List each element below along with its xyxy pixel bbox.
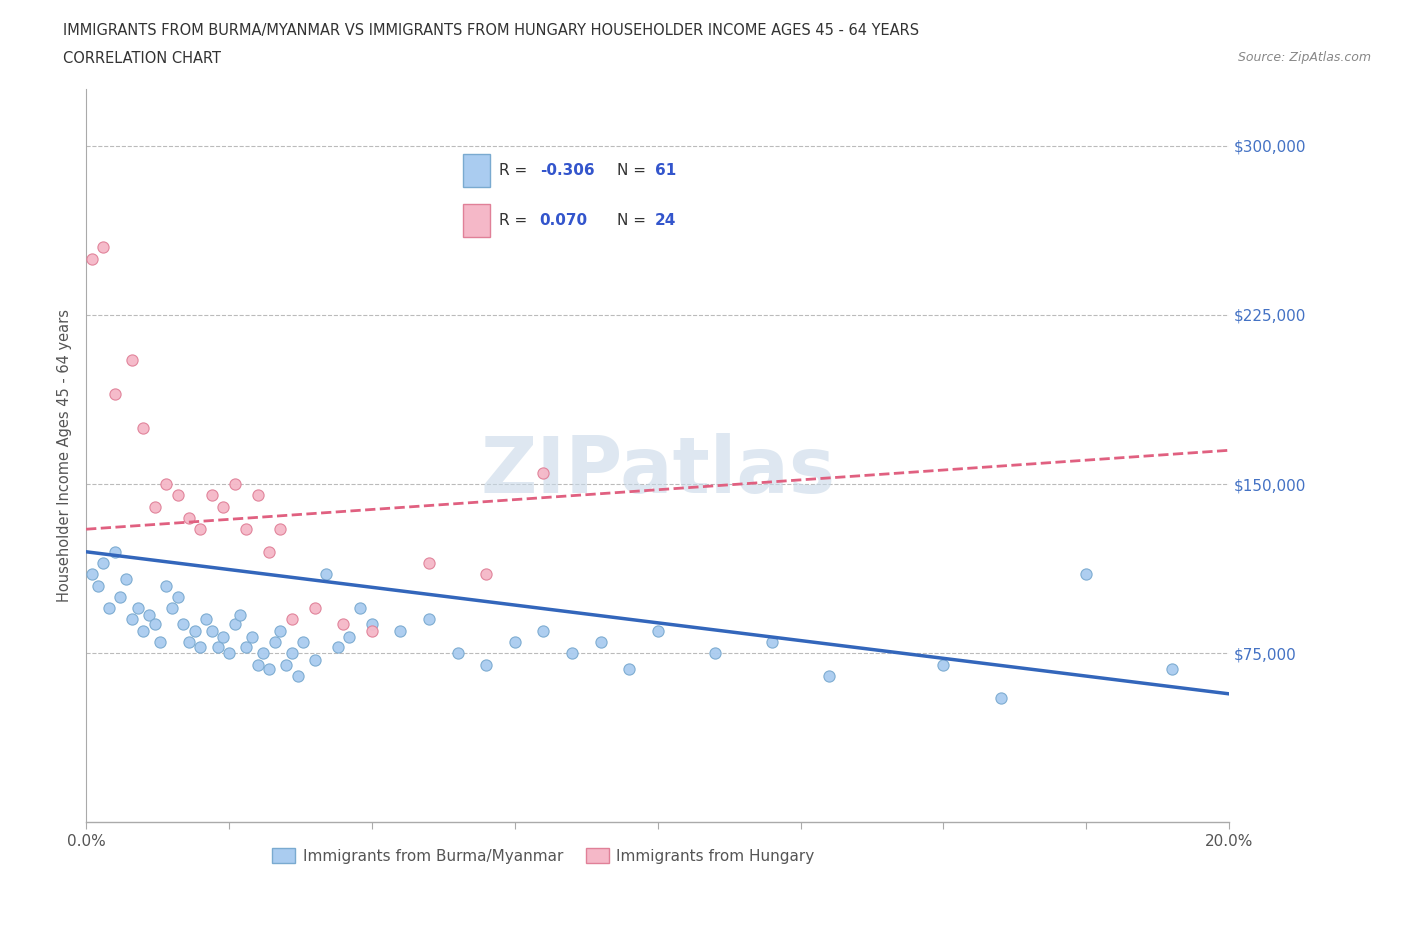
Point <box>531 623 554 638</box>
Point <box>1076 567 1098 582</box>
Y-axis label: Householder Income Ages 45 - 64 years: Householder Income Ages 45 - 64 years <box>58 310 72 603</box>
Legend: Immigrants from Burma/Myanmar, Immigrants from Hungary: Immigrants from Burma/Myanmar, Immigrant… <box>266 842 821 870</box>
Point <box>287 669 309 684</box>
Point <box>1161 661 1184 676</box>
Point <box>240 630 263 644</box>
Point <box>132 420 155 435</box>
Text: CORRELATION CHART: CORRELATION CHART <box>63 51 221 66</box>
Point <box>475 658 498 672</box>
Point <box>224 617 246 631</box>
Point <box>304 653 326 668</box>
Point <box>201 623 224 638</box>
Point <box>143 499 166 514</box>
Point <box>257 544 280 559</box>
Point <box>183 623 205 638</box>
Point <box>246 658 269 672</box>
Point <box>177 634 200 649</box>
Point <box>446 645 468 660</box>
Point <box>349 601 371 616</box>
Point <box>531 465 554 480</box>
Text: ZIPatlas: ZIPatlas <box>481 432 835 509</box>
Point <box>418 555 440 570</box>
Point <box>190 522 212 537</box>
Point <box>229 607 252 622</box>
Point <box>990 691 1012 706</box>
Point <box>91 240 114 255</box>
Point <box>418 612 440 627</box>
Point <box>218 645 240 660</box>
Point <box>121 352 143 367</box>
Point <box>190 639 212 654</box>
Text: IMMIGRANTS FROM BURMA/MYANMAR VS IMMIGRANTS FROM HUNGARY HOUSEHOLDER INCOME AGES: IMMIGRANTS FROM BURMA/MYANMAR VS IMMIGRA… <box>63 23 920 38</box>
Point <box>195 612 218 627</box>
Point <box>149 634 172 649</box>
Point <box>252 645 274 660</box>
Point <box>155 578 177 593</box>
Point <box>246 488 269 503</box>
Point <box>326 639 349 654</box>
Point <box>155 477 177 492</box>
Point <box>177 511 200 525</box>
Point <box>257 661 280 676</box>
Point <box>121 612 143 627</box>
Point <box>589 634 612 649</box>
Point <box>360 623 382 638</box>
Point <box>235 639 257 654</box>
Point <box>932 658 955 672</box>
Point <box>80 567 103 582</box>
Point <box>132 623 155 638</box>
Point <box>172 617 194 631</box>
Point <box>561 645 583 660</box>
Point <box>281 645 304 660</box>
Point <box>503 634 526 649</box>
Point <box>263 634 285 649</box>
Point <box>617 661 640 676</box>
Point <box>207 639 229 654</box>
Point <box>818 669 841 684</box>
Point <box>337 630 360 644</box>
Point <box>104 544 127 559</box>
Point <box>281 612 304 627</box>
Point <box>292 634 315 649</box>
Point <box>91 555 114 570</box>
Point <box>212 630 235 644</box>
Point <box>160 601 183 616</box>
Point <box>166 590 188 604</box>
Point <box>235 522 257 537</box>
Point <box>703 645 725 660</box>
Point <box>110 590 132 604</box>
Point <box>127 601 149 616</box>
Point <box>389 623 412 638</box>
Point <box>115 571 138 586</box>
Point <box>315 567 337 582</box>
Point <box>304 601 326 616</box>
Point <box>276 658 298 672</box>
Point <box>201 488 224 503</box>
Point <box>143 617 166 631</box>
Point <box>647 623 669 638</box>
Point <box>166 488 188 503</box>
Point <box>97 601 120 616</box>
Text: Source: ZipAtlas.com: Source: ZipAtlas.com <box>1237 51 1371 64</box>
Point <box>475 567 498 582</box>
Point <box>360 617 382 631</box>
Point <box>212 499 235 514</box>
Point <box>224 477 246 492</box>
Point <box>269 623 291 638</box>
Point <box>332 617 354 631</box>
Point <box>80 251 103 266</box>
Point <box>761 634 783 649</box>
Point <box>86 578 108 593</box>
Point <box>104 387 127 402</box>
Point <box>269 522 291 537</box>
Point <box>138 607 160 622</box>
